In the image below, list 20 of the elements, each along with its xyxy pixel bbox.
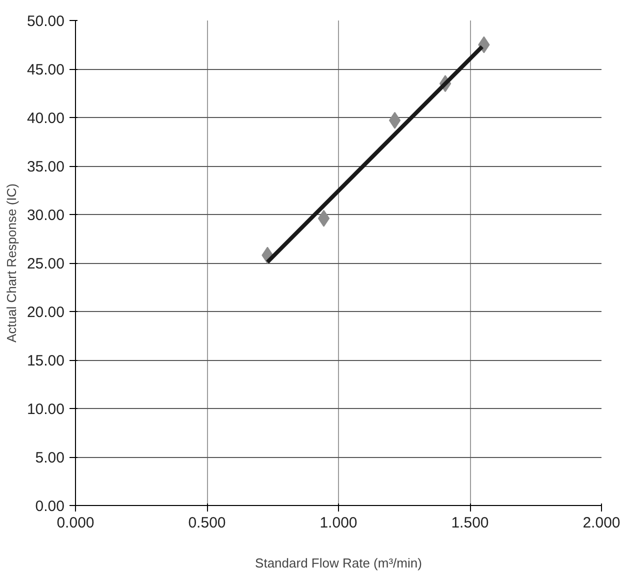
y-tick-label: 45.00 bbox=[26, 62, 65, 78]
x-tick-label: 2.000 bbox=[582, 514, 620, 532]
y-tick-label: 5.00 bbox=[35, 450, 65, 466]
x-axis-title: Standard Flow Rate (m³/min) bbox=[255, 556, 422, 570]
x-tick-label: 1.000 bbox=[320, 514, 358, 532]
y-tick-label: 0.00 bbox=[35, 498, 65, 515]
x-tick-label: 0.500 bbox=[188, 514, 226, 532]
x-tick-label: 0.000 bbox=[56, 514, 94, 532]
y-tick-label: 35.00 bbox=[26, 158, 65, 176]
point bbox=[318, 210, 330, 227]
point bbox=[388, 112, 401, 129]
y-tick-label: 25.00 bbox=[26, 256, 65, 272]
x-tick-label: 1.500 bbox=[451, 514, 489, 532]
y-tick-label: 30.00 bbox=[26, 207, 65, 224]
y-tick-label: 10.00 bbox=[26, 401, 65, 418]
y-tick-label: 20.00 bbox=[26, 304, 65, 321]
y-tick-label: 50.00 bbox=[26, 13, 65, 30]
y-axis-title: Actual Chart Response (IC) bbox=[4, 184, 19, 342]
y-tick-label: 15.00 bbox=[26, 352, 65, 370]
y-tick-label: 40.00 bbox=[26, 110, 65, 127]
